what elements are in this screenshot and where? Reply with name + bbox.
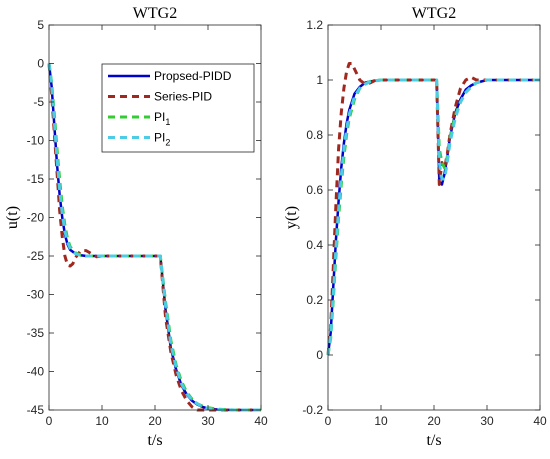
y-tick-label: 0.2: [306, 293, 323, 307]
y-tick-label: 0: [316, 348, 323, 362]
series-line-pi2: [47, 63, 261, 412]
y-tick-label: 0: [37, 57, 44, 71]
left-plot: 0 10 20 30 4050-5-10-15-20-25-30-35-40-45WTG…: [4, 5, 268, 449]
y-tick-label: -15: [27, 172, 45, 186]
y-tick-label: -10: [27, 134, 45, 148]
y-tick-label: -45: [27, 403, 45, 417]
x-tick-label: 0: [325, 414, 332, 428]
series-group: [326, 62, 540, 356]
x-tick-label: 20: [148, 414, 162, 428]
chart-title: WTG2: [133, 5, 177, 22]
y-tick-label: -25: [27, 249, 45, 263]
x-tick-label: 10: [374, 414, 388, 428]
y-tick-label: 1: [316, 73, 323, 87]
legend-label-subscript: 1: [165, 117, 170, 127]
y-tick-label: -20: [27, 211, 45, 225]
legend-entry-label: Propsed-PIDD: [154, 69, 232, 83]
y-axis-label: y(t): [283, 206, 300, 229]
x-tick-label: 20: [427, 414, 441, 428]
y-tick-label: -5: [33, 95, 44, 109]
x-axis-label: t/s: [147, 432, 162, 449]
y-tick-label: -0.2: [302, 403, 323, 417]
y-tick-label: 0.4: [306, 238, 323, 252]
series-line-series-pid: [326, 62, 540, 356]
legend-label-text: PI: [154, 110, 165, 124]
y-tick-label: 0.8: [306, 128, 323, 142]
legend-entry-label: PI2: [154, 131, 170, 148]
y-tick-label: -35: [27, 326, 45, 340]
x-tick-label: 40: [254, 414, 268, 428]
x-tick-label: 30: [201, 414, 215, 428]
x-tick-label: 30: [480, 414, 494, 428]
right-plot: 0 10 20 30 401.210.80.60.40.20-0.2WTG2t/sy(t…: [283, 5, 547, 449]
series-line-pi2: [326, 78, 540, 356]
legend-entry-label: Series-PID: [154, 90, 212, 104]
y-tick-label: 1.2: [306, 18, 323, 32]
plot-area: [328, 25, 540, 410]
legend-label-text: Series-PID: [154, 90, 212, 104]
legend-label-text: PI: [154, 131, 165, 145]
legend-label-text: Propsed-PIDD: [154, 69, 232, 83]
legend-box: [101, 63, 255, 153]
legend-entry-label: PI1: [154, 110, 170, 127]
y-tick-label: 0.6: [306, 183, 323, 197]
y-axis-label: u(t): [4, 206, 21, 229]
legend-label-subscript: 2: [165, 138, 170, 148]
y-tick-label: -40: [27, 365, 45, 379]
x-tick-label: 10: [95, 414, 109, 428]
y-tick-label: -30: [27, 288, 45, 302]
x-tick-label: 40: [533, 414, 547, 428]
series-group: [47, 63, 261, 412]
y-tick-label: 5: [37, 18, 44, 32]
x-tick-label: 0: [46, 414, 53, 428]
chart-title: WTG2: [412, 5, 456, 22]
x-axis-label: t/s: [426, 432, 441, 449]
series-line-series-pid: [47, 63, 261, 412]
